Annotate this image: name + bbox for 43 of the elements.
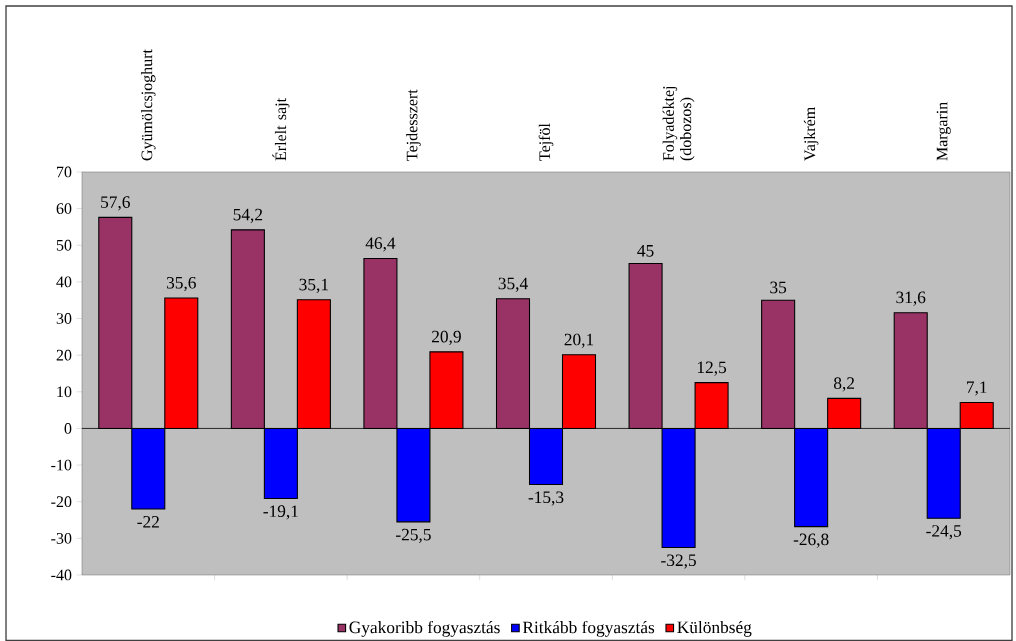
legend-label: Ritkább fogyasztás [522, 620, 655, 637]
y-tick-label: -30 [51, 532, 72, 544]
data-label: 46,4 [365, 237, 396, 252]
y-tick-label: 60 [56, 203, 72, 214]
data-label: -25,5 [396, 528, 431, 543]
data-label: 35 [770, 281, 787, 294]
x-tick-label: Vajkrém [803, 107, 819, 161]
y-tick-label: 20 [56, 349, 72, 361]
x-tick-label: Tejdesszert [406, 89, 421, 161]
data-label: -32,5 [661, 554, 696, 569]
y-tick-label: -20 [51, 496, 72, 508]
x-tick-label: Margarin [936, 102, 951, 161]
data-label: -15,3 [528, 491, 564, 506]
y-tick-label: -10 [51, 459, 72, 471]
data-label: 8,2 [833, 377, 855, 392]
data-label: 57,6 [101, 196, 130, 211]
y-tick-label: 10 [57, 386, 72, 398]
y-tick-label: -40 [51, 569, 72, 581]
data-label: 7,1 [967, 381, 987, 396]
legend-label: Különbség [677, 620, 752, 637]
data-label: -24,5 [926, 525, 962, 540]
data-label: 12,5 [697, 361, 727, 376]
data-label: 31,6 [896, 291, 926, 306]
data-label: -22 [137, 515, 159, 528]
data-label: -26,8 [793, 533, 829, 548]
legend-label: Gyakoribb fogyasztás [349, 620, 500, 637]
data-label: -19,1 [263, 505, 298, 520]
data-label: 35,4 [498, 277, 528, 292]
data-label: 35,6 [166, 276, 196, 292]
y-tick-label: 0 [64, 423, 72, 434]
data-label: 20,1 [564, 333, 594, 348]
x-tick-label: Gyümölcsjoghurt [141, 49, 156, 161]
data-label: 54,2 [233, 208, 263, 223]
x-tick-label: Tejföl [538, 123, 554, 161]
y-tick-label: 30 [56, 313, 72, 324]
data-label: 20,9 [432, 330, 461, 345]
y-tick-label: 70 [57, 166, 72, 178]
x-tick-label: Folyadéktej (dobozos) [662, 86, 695, 161]
data-label: 45 [637, 245, 654, 257]
y-tick-label: 40 [56, 276, 72, 288]
data-label: 35,1 [299, 278, 328, 293]
y-tick-label: 50 [56, 239, 72, 251]
x-tick-label: Érlelt sajt [272, 98, 290, 161]
